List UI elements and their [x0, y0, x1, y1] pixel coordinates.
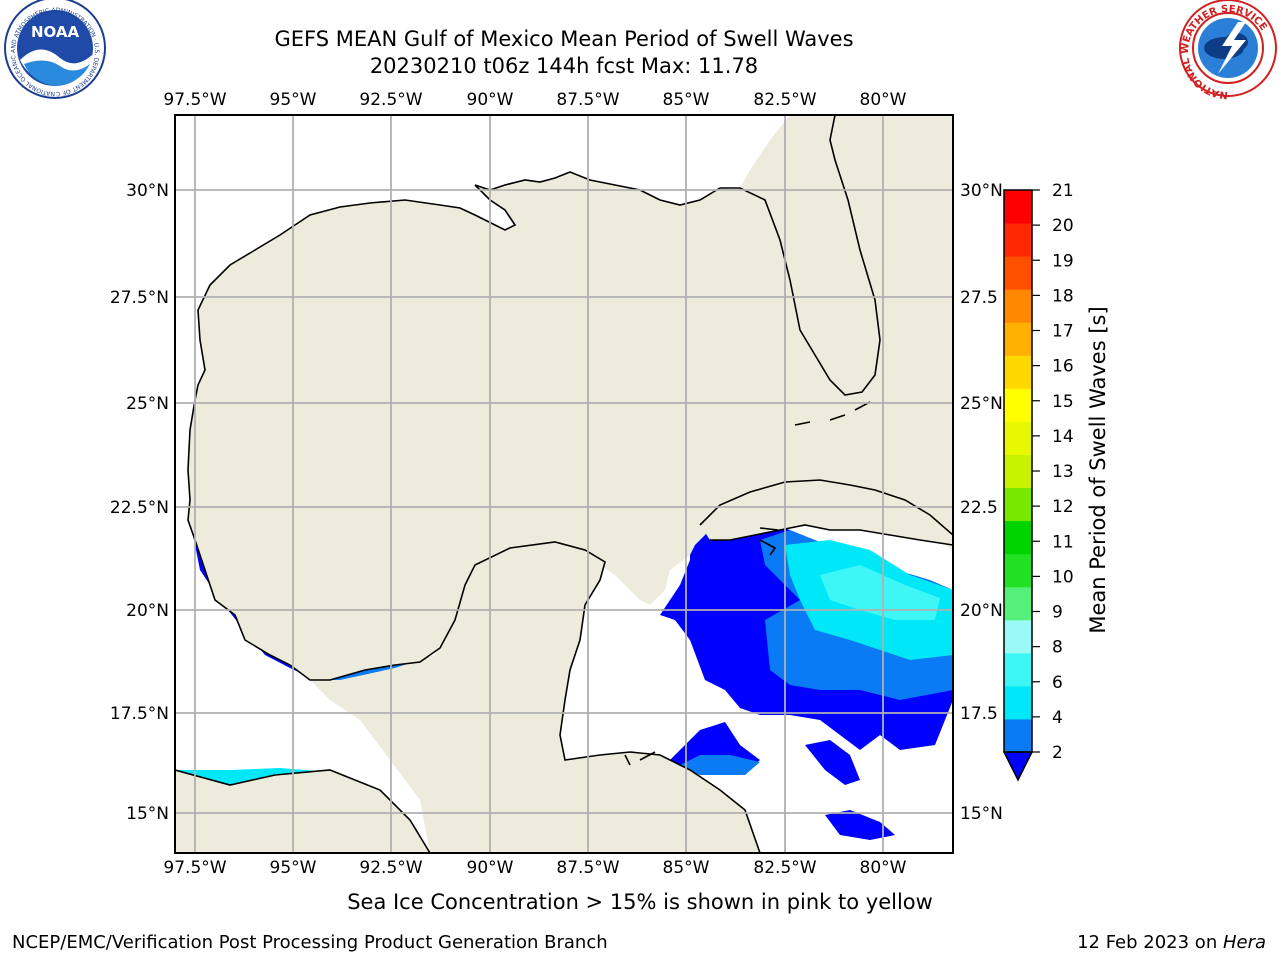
nws-logo: NATIONAL WEATHER SERVICE — [1179, 0, 1277, 100]
lon-label-top: 90°W — [467, 90, 514, 110]
lat-label-right: 27.5 — [960, 288, 998, 308]
figure-title: GEFS MEAN Gulf of Mexico Mean Period of … — [274, 27, 854, 51]
lat-label-right: 25°N — [960, 394, 1003, 414]
lat-label-left: 25°N — [126, 394, 169, 414]
lat-label-right: 20°N — [960, 601, 1003, 621]
colorbar-bin — [1004, 586, 1032, 621]
lon-labels-bottom: 97.5°W 95°W 92.5°W 90°W 87.5°W 85°W 82.5… — [163, 858, 906, 878]
colorbar-tick-label: 14 — [1052, 427, 1074, 447]
lon-label-top: 97.5°W — [163, 90, 226, 110]
lat-label-left: 27.5°N — [110, 288, 169, 308]
colorbar-bin — [1004, 520, 1032, 555]
lat-labels-right: 30°N 27.5 25°N 22.5 20°N 17.5 15°N — [960, 181, 1003, 824]
lon-labels-top: 97.5°W 95°W 92.5°W 90°W 87.5°W 85°W 82.5… — [163, 90, 906, 110]
colorbar-tick-label: 18 — [1052, 286, 1074, 306]
colorbar-tick-label: 17 — [1052, 322, 1074, 342]
colorbar-bin — [1004, 190, 1032, 224]
lon-label-bottom: 87.5°W — [556, 858, 619, 878]
colorbar-tick-label: 13 — [1052, 462, 1074, 482]
figure-subtitle: 20230210 t06z 144h fcst Max: 11.78 — [369, 54, 759, 78]
lon-label-top: 87.5°W — [556, 90, 619, 110]
producer-credit: NCEP/EMC/Verification Post Processing Pr… — [12, 932, 608, 953]
lat-label-left: 30°N — [126, 181, 169, 201]
noaa-wordmark: NOAA — [31, 23, 80, 41]
generation-date: 12 Feb 2023 on — [1077, 932, 1223, 953]
colorbar-bin — [1004, 223, 1032, 257]
colorbar-tick-label: 11 — [1052, 532, 1074, 552]
colorbar-bin — [1004, 553, 1032, 588]
lon-label-bottom: 85°W — [663, 858, 710, 878]
lat-label-right: 15°N — [960, 804, 1003, 824]
colorbar-tick-label: 15 — [1052, 392, 1074, 412]
map-border — [174, 114, 954, 854]
colorbar-bin — [1004, 454, 1032, 489]
lon-label-bottom: 95°W — [270, 858, 317, 878]
colorbar-title: Mean Period of Swell Waves [s] — [1086, 306, 1110, 634]
lon-label-bottom: 90°W — [467, 858, 514, 878]
lat-label-right: 30°N — [960, 181, 1003, 201]
generation-stamp: 12 Feb 2023 on Hera — [1077, 932, 1266, 953]
lat-labels-left: 30°N 27.5°N 25°N 22.5°N 20°N 17.5°N 15°N — [110, 181, 169, 824]
lon-label-top: 92.5°W — [359, 90, 422, 110]
colorbar-tick-label: 9 — [1052, 603, 1063, 623]
colorbar-bin — [1004, 421, 1032, 455]
colorbar-bin — [1004, 652, 1032, 687]
map-frame — [175, 115, 953, 853]
lat-label-left: 15°N — [126, 804, 169, 824]
colorbar-bin — [1004, 718, 1032, 753]
colorbar-bin — [1004, 619, 1032, 654]
lon-label-bottom: 80°W — [860, 858, 907, 878]
lat-label-left: 17.5°N — [110, 704, 169, 724]
colorbar-tick-label: 20 — [1052, 216, 1074, 236]
lon-label-top: 95°W — [270, 90, 317, 110]
colorbar-under-arrow — [1002, 751, 1034, 782]
noaa-logo: NOAA NATIONAL OCEANIC AND ATMOSPHERIC AD… — [0, 0, 106, 99]
colorbar-tick-label: 6 — [1052, 673, 1063, 693]
colorbar-bin — [1004, 256, 1032, 290]
colorbar-tick-label: 4 — [1052, 708, 1063, 728]
lat-label-right: 22.5 — [960, 498, 998, 518]
colorbar-tick-label: 21 — [1052, 181, 1074, 201]
lon-label-bottom: 82.5°W — [753, 858, 816, 878]
colorbar-tick-label: 19 — [1052, 251, 1074, 271]
colorbar-tick-label: 10 — [1052, 567, 1074, 587]
colorbar-tick-label: 16 — [1052, 357, 1074, 377]
lon-label-top: 82.5°W — [753, 90, 816, 110]
colorbar-bin — [1004, 487, 1032, 522]
lat-label-left: 22.5°N — [110, 498, 169, 518]
colorbar-bin — [1004, 388, 1032, 422]
lon-label-bottom: 97.5°W — [163, 858, 226, 878]
lon-label-top: 80°W — [860, 90, 907, 110]
colorbar-bin — [1004, 322, 1032, 356]
colorbar-tick-label: 2 — [1052, 743, 1063, 763]
colorbar: 2 4 6 8 9 10 11 12 13 14 15 16 17 18 19 20 21 — [1002, 181, 1074, 782]
graticule — [175, 115, 953, 853]
land-masses — [175, 115, 953, 853]
lon-label-top: 85°W — [663, 90, 710, 110]
lat-label-right: 17.5 — [960, 704, 998, 724]
sea-ice-note: Sea Ice Concentration > 15% is shown in … — [347, 890, 933, 914]
colorbar-tick-label: 12 — [1052, 497, 1074, 517]
coastlines — [175, 115, 953, 853]
colorbar-bin — [1004, 289, 1032, 323]
lat-label-left: 20°N — [126, 601, 169, 621]
generation-machine: Hera — [1222, 932, 1266, 953]
colorbar-bin — [1004, 355, 1032, 389]
lon-label-bottom: 92.5°W — [359, 858, 422, 878]
colorbar-bin — [1004, 685, 1032, 720]
colorbar-tick-label: 8 — [1052, 638, 1063, 658]
